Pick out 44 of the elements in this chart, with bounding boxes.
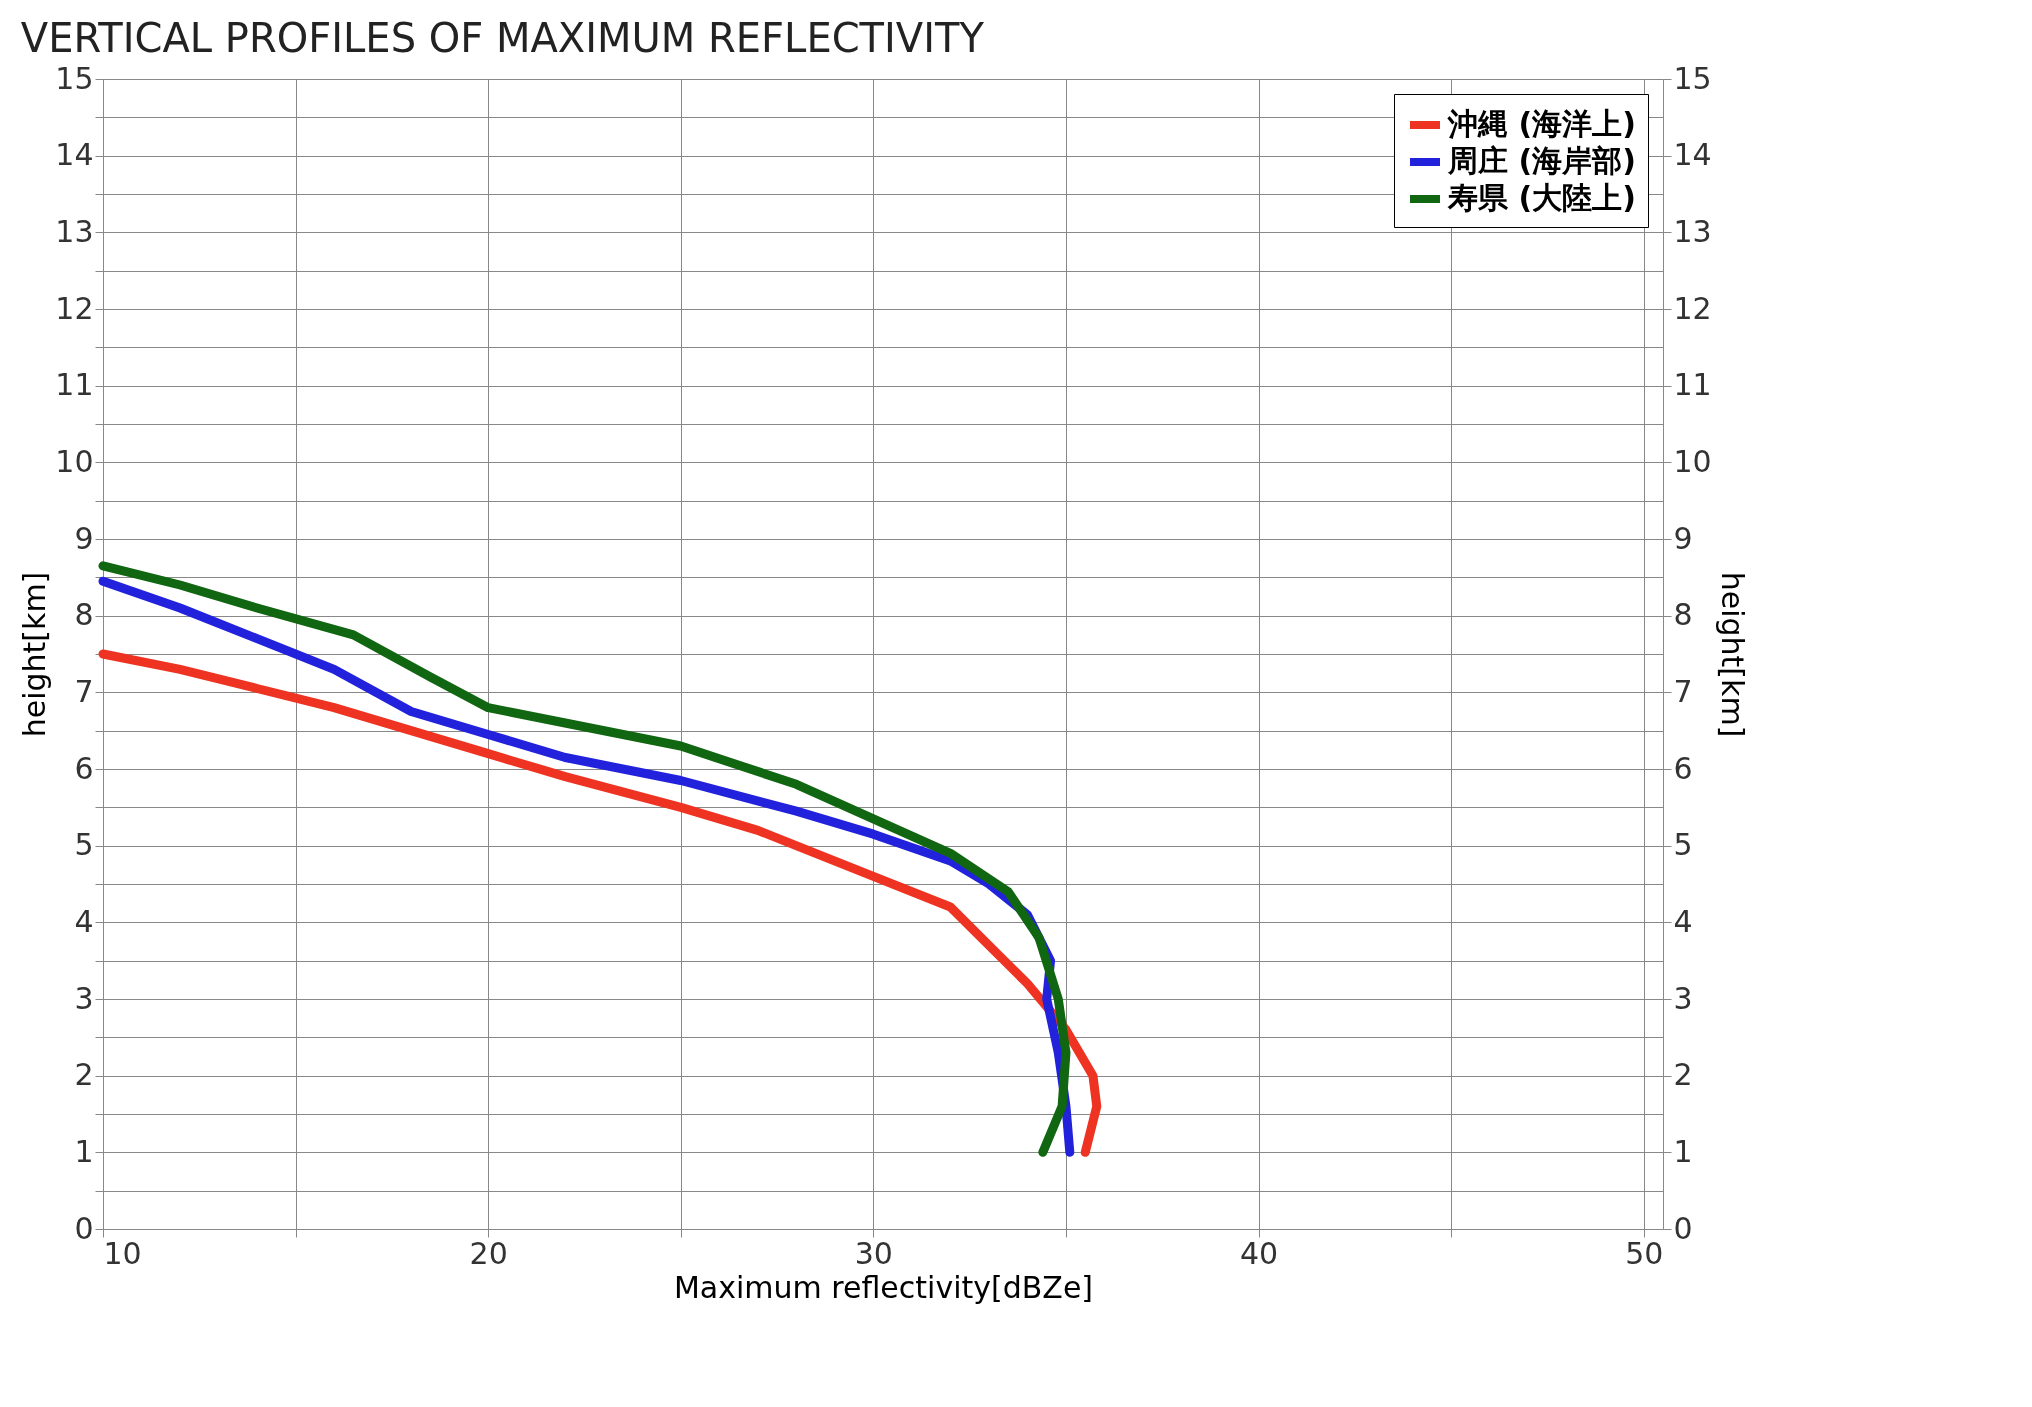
y2-axis-title: height[km] [1714,571,1750,738]
chart-title: VERTICAL PROFILES OF MAXIMUM REFLECTIVITY [20,15,985,61]
y2-tick-label: 7 [1673,673,1693,709]
y2-tick-label: 4 [1673,903,1693,939]
y2-tick-label: 2 [1673,1057,1693,1093]
y2-tick-label: 11 [1673,367,1712,403]
y-tick-label: 10 [55,443,94,479]
y-tick-label: 0 [74,1210,94,1246]
y2-tick-label: 12 [1673,290,1712,326]
y2-tick-label: 10 [1673,443,1712,479]
y2-tick-label: 15 [1673,60,1712,96]
y-tick-label: 15 [55,60,94,96]
y-axis-title: height[km] [17,571,53,738]
y-tick-label: 4 [74,903,94,939]
y2-tick-label: 3 [1673,980,1693,1016]
y-tick-label: 7 [74,673,94,709]
x-tick-label: 30 [854,1235,893,1271]
legend-label: 沖縄 (海洋上) [1447,106,1636,141]
x-tick-label: 20 [469,1235,508,1271]
y2-tick-label: 14 [1673,137,1712,173]
y2-tick-label: 13 [1673,213,1712,249]
y-tick-label: 11 [55,367,94,403]
y2-tick-label: 6 [1673,750,1693,786]
x-tick-label: 50 [1625,1235,1664,1271]
y-tick-label: 5 [74,827,94,863]
legend-label: 寿県 (大陸上) [1447,180,1636,215]
y2-tick-label: 9 [1673,520,1693,556]
y-tick-label: 14 [55,137,94,173]
x-axis-title: Maximum reflectivity[dBZe] [673,1269,1094,1305]
y2-tick-label: 0 [1673,1210,1693,1246]
y-tick-label: 13 [55,213,94,249]
y-tick-label: 6 [74,750,94,786]
y2-tick-label: 5 [1673,827,1693,863]
x-tick-label: 40 [1239,1235,1279,1271]
y-tick-label: 3 [74,980,94,1016]
legend-label: 周庄 (海岸部) [1447,143,1636,178]
y-tick-label: 8 [74,597,94,633]
y2-tick-label: 8 [1673,597,1693,633]
y-tick-label: 1 [74,1133,94,1169]
y2-tick-label: 1 [1673,1133,1693,1169]
y-tick-label: 9 [74,520,94,556]
x-tick-label: 10 [103,1235,142,1271]
y-tick-label: 12 [55,290,94,326]
y-tick-label: 2 [74,1057,94,1093]
